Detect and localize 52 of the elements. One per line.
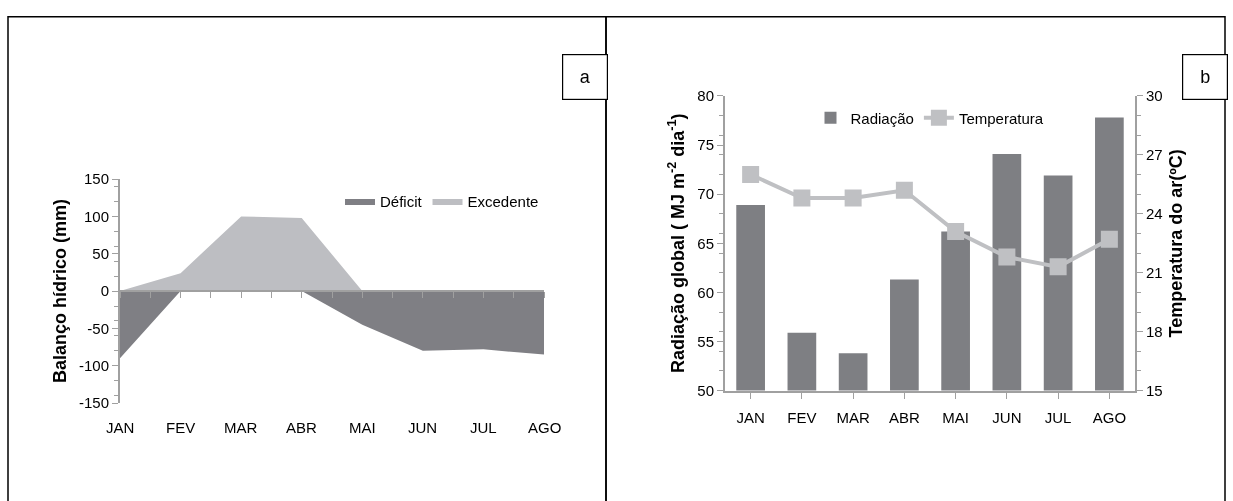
x-tick-label: AGO	[528, 419, 562, 436]
text: b	[1200, 67, 1211, 88]
y-tick-label: 55	[697, 332, 714, 350]
point	[947, 222, 965, 240]
x-tick-label: MAI	[942, 408, 969, 426]
x-tick-label: JUN	[992, 408, 1022, 426]
y2-tick-label: 18	[1146, 322, 1163, 340]
point	[793, 189, 811, 207]
y-tick-label: -100	[78, 357, 109, 375]
point	[998, 248, 1016, 266]
y-tick-label: 0	[100, 282, 109, 300]
x-tick-label: AGO	[1092, 408, 1127, 426]
y-tick-label: 150	[83, 170, 109, 188]
y-tick-label: 80	[697, 87, 714, 105]
text: a	[579, 67, 591, 88]
y2-tick-label: 15	[1146, 381, 1163, 399]
x-tick-label: MAR	[836, 408, 870, 426]
x-tick-label: FEV	[166, 419, 196, 436]
y2-axis-title: Temperatura do ar(ºC)	[1166, 149, 1187, 338]
point	[1049, 258, 1067, 276]
y-axis-title: Balanço hídrico (mm)	[49, 199, 70, 384]
x-tick-label: MAR	[224, 419, 258, 436]
y-tick-label: 65	[697, 234, 714, 252]
y2-tick-label: 30	[1146, 87, 1163, 105]
y2-tick-label: 21	[1146, 263, 1163, 281]
legend-label: Temperatura	[958, 109, 1044, 127]
y-tick-label: 75	[697, 136, 714, 154]
y-tick-label: -50	[87, 319, 109, 337]
legend-label: Radiação	[850, 109, 914, 127]
y-tick-label: 100	[83, 207, 109, 225]
x-tick-label: JUL	[1044, 408, 1072, 426]
x-tick-label: JAN	[736, 408, 765, 426]
y-tick-label: 60	[697, 283, 714, 301]
x-tick-label: JUL	[470, 419, 497, 436]
legend-label: Excedente	[467, 192, 539, 210]
y2-tick-label: 24	[1146, 205, 1163, 223]
x-tick-label: ABR	[888, 408, 920, 426]
x-tick-label: FEV	[787, 408, 817, 426]
y-tick-label: -150	[78, 394, 109, 412]
x-tick-label: JAN	[106, 419, 135, 436]
legend-label: Déficit	[380, 192, 423, 210]
x-tick-label: MAI	[349, 419, 376, 436]
point	[742, 166, 760, 184]
point	[895, 181, 913, 199]
point	[1100, 230, 1118, 248]
y-tick-label: 50	[697, 381, 714, 399]
y-tick-label: 70	[697, 185, 714, 203]
point	[844, 189, 862, 207]
x-tick-label: JUN	[408, 419, 438, 436]
y2-tick-label: 27	[1146, 146, 1163, 164]
x-tick-label: ABR	[286, 419, 318, 436]
y-tick-label: 50	[92, 244, 109, 262]
